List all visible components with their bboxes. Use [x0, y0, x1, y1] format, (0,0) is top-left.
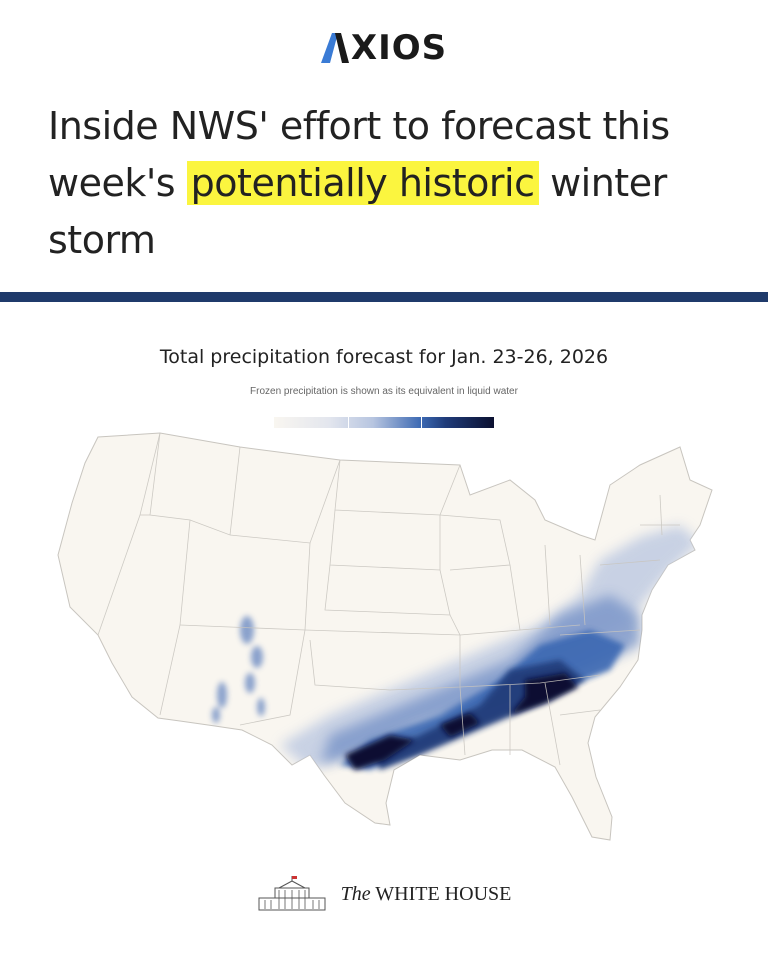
white-house-wordmark: The WHITE HOUSE	[341, 883, 512, 906]
precipitation-overlay	[212, 525, 700, 770]
legend-tick	[348, 417, 349, 428]
wordmark-name: WHITE HOUSE	[375, 882, 512, 905]
map-subtitle: Frozen precipitation is shown as its equ…	[250, 386, 518, 397]
legend-tick	[421, 417, 422, 428]
headline-highlight: potentially historic	[186, 161, 539, 205]
state-borders	[97, 432, 680, 766]
headline: Inside NWS' effort to forecast this week…	[48, 98, 738, 269]
headline-text-after: winter storm	[48, 161, 667, 262]
us-landmass	[57, 432, 713, 841]
map-title: Total precipitation forecast for Jan. 23…	[159, 346, 609, 368]
divider-rule	[0, 292, 768, 302]
logo-text: XIOS	[350, 28, 448, 68]
headline-text-before: Inside NWS' effort to forecast this week…	[48, 104, 670, 205]
axios-a-icon	[320, 33, 349, 63]
wordmark-the: The	[340, 882, 371, 905]
precipitation-map	[57, 432, 713, 841]
white-house-icon	[258, 876, 326, 911]
legend-color-bar	[274, 417, 494, 428]
footer: The WHITE HOUSE	[0, 876, 768, 917]
axios-logo[interactable]: XIOS	[0, 28, 768, 68]
